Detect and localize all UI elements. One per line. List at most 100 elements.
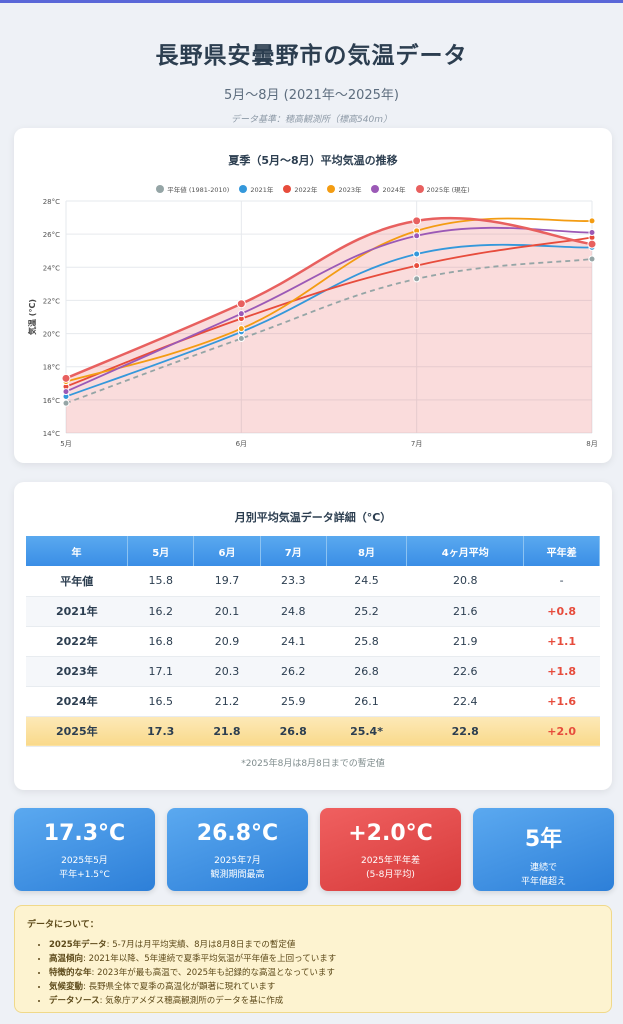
table-footnote: *2025年8月は8月8日までの暫定値 [241, 759, 385, 769]
table-cell: 15.8 [127, 566, 194, 597]
notes-item: 気候変動: 長野県全体で夏季の高温化が顕著に現れています [49, 980, 336, 994]
temperature-line-chart: 14°C 16°C 18°C 20°C 22°C 24°C 26°C 28°C 5月 6月 7月 8月… [27, 198, 598, 448]
x-tick-label: 5月 [60, 440, 71, 448]
table-cell: 22.6 [406, 656, 524, 687]
table-row-label: 2025年 [26, 716, 128, 747]
notes-item-label: データソース [49, 996, 100, 1006]
legend-item[interactable]: 2025年 (現在) [415, 184, 470, 194]
chart-title: 夏季（5月〜8月）平均気温の推移 [228, 154, 398, 167]
table-row-label: 2022年 [26, 626, 128, 657]
legend-swatch [283, 185, 292, 193]
notes-item: 2025年データ: 5-7月は月平均実績、8月は8月8日までの暫定値 [49, 938, 336, 952]
table-cell: 24.5 [326, 566, 407, 597]
notes-item-label: 気候変動 [49, 982, 84, 992]
table-cell: 22.4 [406, 686, 524, 717]
data-point [237, 335, 245, 343]
table-header-row: 年 5月 6月 7月 8月 4ヶ月平均 平年差 [26, 536, 600, 566]
data-point [237, 325, 245, 333]
notes-item: データソース: 気象庁アメダス穂高観測所のデータを基に作成 [49, 994, 336, 1008]
table-cell: 25.9 [260, 686, 327, 717]
table-row: 2022年 16.8 20.9 24.1 25.8 21.9 +1.1 [26, 626, 600, 657]
table-header-cell: 5月 [127, 536, 195, 566]
table-cell: +1.1 [523, 626, 600, 657]
stat-card-anomaly: +2.0°C 2025年平年差 (5-8月平均) [320, 808, 461, 891]
notes-item: 特徴的な年: 2023年が最も高温で、2025年も記録的な高温となっています [49, 966, 336, 980]
series-line [65, 216, 593, 380]
table-cell: 24.1 [260, 626, 327, 657]
top-accent-bar [0, 0, 623, 3]
data-notes-box: データについて： 2025年データ: 5-7月は月平均実績、8月は8月8日までの… [14, 905, 612, 1013]
legend-swatch [156, 185, 165, 193]
data-source-note: データ基準：穂高観測所（標高540m） [231, 115, 392, 125]
notes-title: データについて： [27, 920, 99, 930]
data-point [588, 217, 596, 225]
data-point [236, 299, 246, 309]
table-cell: 26.8 [326, 656, 407, 687]
stat-card-july-2025: 26.8°C 2025年7月 観測期間最高 [167, 808, 308, 891]
data-point [413, 232, 421, 240]
stat-label: 2025年5月 平年+1.5°C [14, 854, 155, 882]
series-line [65, 258, 593, 405]
legend-item[interactable]: 2021年 [239, 184, 273, 194]
stat-label-line2: 平年値超え [520, 877, 566, 887]
x-tick-label: 7月 [411, 440, 422, 448]
table-cell: 17.1 [127, 656, 194, 687]
table-cell: 24.8 [260, 596, 327, 627]
table-cell: 26.8 [260, 716, 327, 747]
notes-item-label: 2025年データ [49, 940, 107, 950]
table-cell: 16.8 [127, 626, 194, 657]
y-tick-label: 20°C [43, 331, 60, 339]
legend-item[interactable]: 2024年 [371, 184, 406, 194]
notes-item-text: : 2021年以降、5年連続で夏季平均気温が平年値を上回っています [83, 954, 337, 964]
legend-swatch [371, 185, 380, 193]
table-cell: 19.7 [193, 566, 261, 597]
table-header-cell: 8月 [326, 536, 408, 566]
legend-item[interactable]: 2022年 [283, 184, 317, 194]
y-tick-label: 16°C [43, 397, 60, 405]
table-cell: +0.8 [523, 596, 600, 627]
stat-label: 2025年7月 観測期間最高 [167, 854, 308, 882]
temperature-table: 年 5月 6月 7月 8月 4ヶ月平均 平年差 平年値 15.8 19.7 23.3 24.5 20.… [26, 536, 600, 747]
stat-card-may-2025: 17.3°C 2025年5月 平年+1.5°C [14, 808, 155, 891]
stat-label-line2: 平年+1.5°C [59, 870, 110, 880]
data-point [413, 275, 421, 283]
data-point [61, 373, 71, 383]
table-cell: 25.2 [326, 596, 407, 627]
table-row-label: 2024年 [26, 686, 128, 717]
stat-value: 17.3°C [43, 821, 126, 846]
page-title: 長野県安曇野市の気温データ [155, 43, 468, 69]
table-title: 月別平均気温データ詳細（°C） [234, 511, 392, 524]
table-cell: - [523, 566, 600, 597]
legend-label: 2021年 [250, 186, 274, 194]
legend-label: 2022年 [294, 186, 318, 194]
data-point [237, 310, 245, 318]
stat-value: 26.8°C [196, 821, 279, 846]
y-tick-label: 18°C [43, 364, 60, 372]
table-header-cell: 年 [26, 536, 129, 566]
table-cell: 20.8 [406, 566, 524, 597]
x-tick-label: 6月 [236, 440, 247, 448]
table-cell: +1.8 [523, 656, 600, 687]
y-tick-label: 14°C [43, 430, 60, 438]
y-tick-label: 22°C [43, 297, 60, 305]
notes-item-text: : 気象庁アメダス穂高観測所のデータを基に作成 [99, 996, 284, 1006]
legend-item[interactable]: 平年値 (1981-2010) [156, 184, 229, 194]
stat-label-line1: 連続で [529, 863, 557, 873]
table-row: 2024年 16.5 21.2 25.9 26.1 22.4 +1.6 [26, 686, 600, 717]
notes-item-label: 高温傾向 [49, 954, 84, 964]
table-cell: 21.8 [193, 716, 261, 747]
legend-item[interactable]: 2023年 [327, 184, 361, 194]
notes-item-text: : 2023年が最も高温で、2025年も記録的な高温となっています [91, 968, 335, 978]
stat-label-line2: (5-8月平均) [366, 870, 415, 880]
table-cell: 20.3 [193, 656, 261, 687]
legend-label: 2025年 (現在) [426, 186, 470, 194]
table-cell: 21.2 [193, 686, 261, 717]
table-row: 2025年 17.3 21.8 26.8 25.4* 22.8 +2.0 [26, 716, 600, 747]
stat-label-line1: 2025年7月 [214, 856, 261, 866]
data-point [413, 250, 421, 258]
stat-value: 5年 [524, 827, 563, 852]
table-cell: +2.0 [523, 716, 600, 747]
table-row: 2021年 16.2 20.1 24.8 25.2 21.6 +0.8 [26, 596, 600, 627]
notes-item-text: : 5-7月は月平均実績、8月は8月8日までの暫定値 [106, 940, 296, 950]
table-cell: 25.4* [326, 716, 407, 747]
